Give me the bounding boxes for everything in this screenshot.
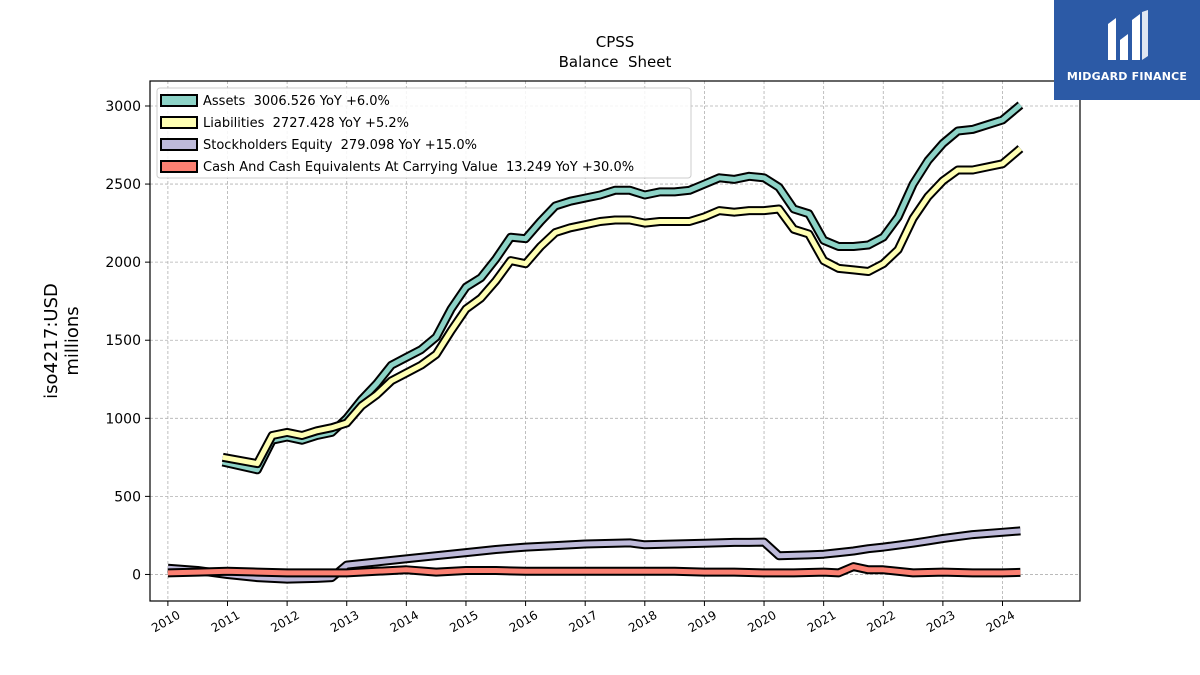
chart-title: CPSS [596, 33, 635, 51]
series-line [222, 103, 1023, 473]
legend-label: Cash And Cash Equivalents At Carrying Va… [203, 160, 634, 175]
legend-swatch [160, 116, 198, 129]
y-axis-label-line1: iso4217:USD [41, 283, 62, 399]
x-tick-label: 2021 [805, 608, 838, 635]
series-line [167, 528, 1021, 582]
chart-subtitle: Balance Sheet [559, 53, 672, 71]
x-tick-label: 2010 [149, 608, 182, 635]
x-tick-label: 2016 [507, 608, 540, 635]
x-tick-label: 2022 [865, 608, 898, 635]
series-line [167, 564, 1021, 576]
legend-box [156, 87, 692, 179]
x-tick-label: 2017 [566, 608, 599, 635]
logo-mark-icon [1108, 10, 1148, 60]
y-axis-label-line2: millions [62, 306, 83, 375]
y-tick-label: 3000 [105, 99, 141, 115]
series-lines [167, 101, 1024, 584]
legend: Assets 3006.526 YoY +6.0% Liabilities 272… [156, 87, 692, 179]
legend-swatch [160, 160, 198, 173]
y-tick-label: 1500 [105, 333, 141, 349]
x-tick-label: 2024 [984, 608, 1017, 635]
x-tick-label: 2013 [328, 608, 361, 635]
x-tick-label: 2020 [745, 608, 778, 635]
x-tick-label: 2023 [924, 608, 957, 635]
legend-label: Stockholders Equity 279.098 YoY +15.0% [203, 138, 477, 153]
y-tick-label: 2500 [105, 177, 141, 193]
series-line [222, 146, 1023, 467]
x-tick-label: 2012 [268, 608, 301, 635]
midgard-finance-logo: MIDGARD FINANCE [1054, 0, 1200, 100]
x-tick-label: 2011 [209, 608, 242, 635]
legend-swatch [160, 94, 198, 107]
y-tick-label: 1000 [105, 411, 141, 427]
logo-text: MIDGARD FINANCE [1066, 70, 1188, 83]
x-tick-label: 2018 [626, 608, 659, 635]
x-tick-label: 2015 [447, 608, 480, 635]
y-tick-label: 2000 [105, 255, 141, 271]
x-tick-label: 2019 [686, 608, 719, 635]
y-tick-label: 0 [132, 567, 141, 583]
y-tick-label: 500 [114, 489, 141, 505]
legend-swatch [160, 138, 198, 151]
plot-frame [149, 80, 1081, 602]
axis-ticks: 2010 2011 2012 2013 2014 2015 2016 2017 2018 2019… [105, 99, 1017, 635]
legend-label: Liabilities 2727.428 YoY +5.2% [203, 116, 409, 131]
x-tick-label: 2014 [388, 608, 421, 635]
legend-label: Assets 3006.526 YoY +6.0% [203, 94, 390, 109]
